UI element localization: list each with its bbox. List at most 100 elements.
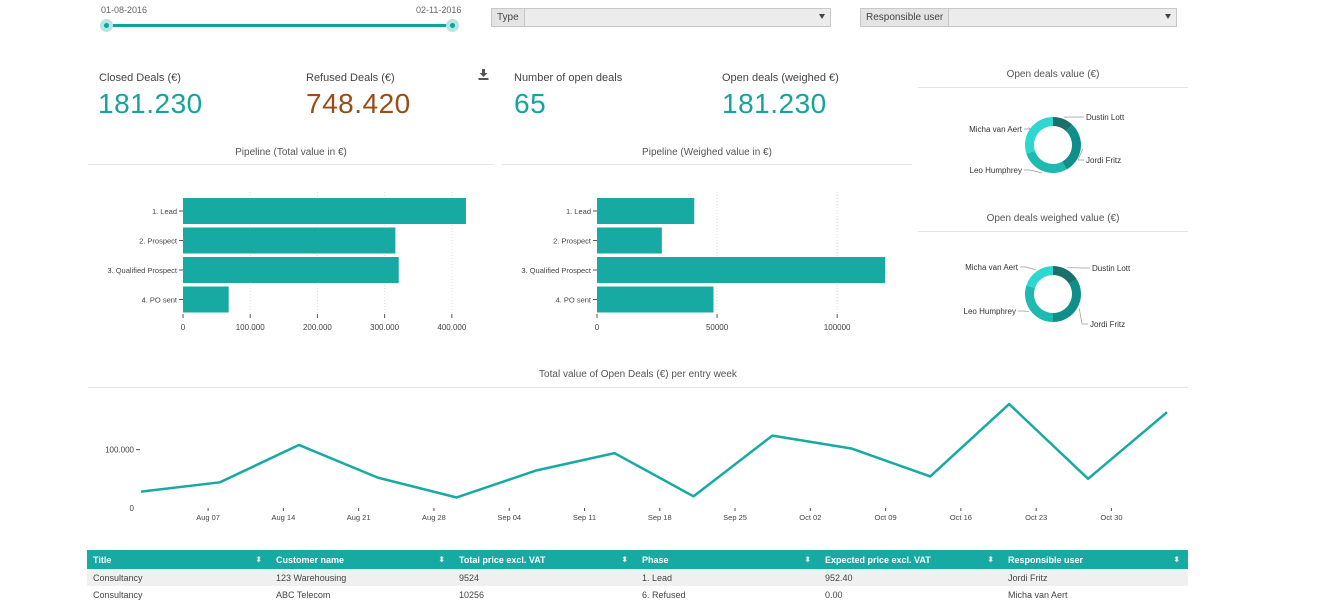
refused-deals-label: Refused Deals (€) <box>306 72 395 84</box>
category-label: 3. Qualified Prospect <box>521 266 592 275</box>
x-tick-label: Oct 30 <box>1100 513 1122 522</box>
weekly-open-deals-chart: 0 100.000 Aug 07 Aug 14 Aug 21 Aug 28 Sep 04 Se… <box>105 402 1168 522</box>
responsible-filter-select[interactable] <box>949 9 1176 26</box>
x-tick-label: 100000 <box>824 323 851 332</box>
divider <box>918 87 1188 88</box>
date-range-track[interactable] <box>106 24 454 27</box>
x-tick-label: Sep 04 <box>497 513 521 522</box>
open-deals-value-donut: Dustin Lott Jordi Fritz Leo Humphrey Micha … <box>969 113 1125 175</box>
label-leader-line <box>1020 266 1036 271</box>
table-header-row: Title ⬍ Customer name ⬍ Total price excl. … <box>87 550 1188 569</box>
date-start-handle[interactable] <box>100 19 113 32</box>
label-leader-line <box>1018 310 1029 312</box>
category-label: 3. Qualified Prospect <box>107 266 178 275</box>
slice-label: Jordi Fritz <box>1086 156 1121 165</box>
table-row[interactable]: Consultancy 123 Warehousing 9524 1. Lead… <box>87 569 1188 586</box>
type-filter-select[interactable] <box>524 9 830 26</box>
x-tick-label: 100.000 <box>236 323 265 332</box>
x-tick-label: Oct 02 <box>799 513 821 522</box>
sort-icon[interactable]: ⬍ <box>987 555 994 564</box>
x-tick-label: 50000 <box>706 323 729 332</box>
open-deals-weighed-value: 181.230 <box>722 88 827 119</box>
bar <box>597 198 695 224</box>
pipeline-total-title: Pipeline (Total value in €) <box>235 147 347 158</box>
donut-slice <box>1025 285 1053 322</box>
column-header-responsible[interactable]: Responsible user ⬍ <box>1008 554 1180 565</box>
responsible-user-filter[interactable]: Responsible user <box>860 8 1177 27</box>
table-cell: 6. Refused <box>642 589 686 600</box>
open-deals-weighed-title: Open deals weighed value (€) <box>986 213 1120 224</box>
bar <box>597 227 662 254</box>
table-cell: ABC Telecom <box>276 589 331 600</box>
pipeline-weighed-chart: 0 50000 100000 1. Lead 2. Prospect 3. Qualifi… <box>521 192 886 332</box>
weekly-open-deals-title: Total value of Open Deals (€) per entry … <box>539 369 737 380</box>
category-label: 2. Prospect <box>553 237 592 246</box>
chevron-down-icon <box>1165 14 1171 19</box>
table-cell: 0.00 <box>825 589 843 600</box>
bar <box>183 257 399 283</box>
pipeline-total-chart: 0 100.000 200.000 300.000 400.000 1. Lead 2. P… <box>107 192 467 332</box>
date-start-label: 01-08-2016 <box>101 5 148 15</box>
bar <box>597 286 714 313</box>
category-label: 1. Lead <box>152 207 177 216</box>
type-filter-label: Type <box>492 9 525 26</box>
open-deals-count-value: 65 <box>514 88 547 119</box>
date-end-handle[interactable] <box>446 19 459 32</box>
closed-deals-label: Closed Deals (€) <box>99 72 181 84</box>
series-line <box>140 402 1168 499</box>
x-tick-label: 200.000 <box>303 323 332 332</box>
table-cell: 123 Warehousing <box>276 572 347 583</box>
x-tick-label: Sep 11 <box>573 513 596 522</box>
category-label: 2. Prospect <box>139 237 178 246</box>
download-icon[interactable] <box>478 69 489 80</box>
table-cell: Consultancy <box>93 589 143 600</box>
donut-slice <box>1053 117 1073 132</box>
sort-icon[interactable]: ⬍ <box>1173 555 1180 564</box>
donut-slice <box>1053 266 1077 284</box>
column-header-expected-price[interactable]: Expected price excl. VAT ⬍ <box>825 554 994 565</box>
y-tick-label: 0 <box>130 504 135 513</box>
responsible-filter-label: Responsible user <box>861 9 950 26</box>
divider <box>88 164 494 165</box>
open-deals-count-label: Number of open deals <box>514 72 623 84</box>
open-deals-weighed-label: Open deals (weighed €) <box>722 72 839 84</box>
table-cell: 952.40 <box>825 572 853 583</box>
donut-slice <box>1026 150 1067 174</box>
table-cell: Consultancy <box>93 572 143 583</box>
sort-icon[interactable]: ⬍ <box>255 555 262 564</box>
refused-deals-value: 748.420 <box>306 88 411 119</box>
sort-icon[interactable]: ⬍ <box>438 555 445 564</box>
slice-label: Micha van Aert <box>969 125 1023 134</box>
label-leader-line <box>1077 148 1084 161</box>
table-cell: Micha van Aert <box>1008 589 1068 600</box>
column-header-total-price[interactable]: Total price excl. VAT ⬍ <box>459 554 628 565</box>
sort-icon[interactable]: ⬍ <box>621 555 628 564</box>
column-header-phase[interactable]: Phase ⬍ <box>642 554 811 565</box>
table-cell: 1. Lead <box>642 572 673 583</box>
label-leader-line <box>1078 308 1088 325</box>
donut-slice <box>1025 117 1053 154</box>
x-tick-label: Sep 18 <box>648 513 672 522</box>
table-row[interactable]: Consultancy ABC Telecom 10256 6. Refused… <box>87 586 1188 603</box>
x-tick-label: Oct 16 <box>950 513 972 522</box>
column-header-title[interactable]: Title ⬍ <box>93 554 262 565</box>
donut-slice <box>1062 124 1081 170</box>
type-filter[interactable]: Type <box>491 8 831 27</box>
open-deals-weighed-donut: Dustin Lott Jordi Fritz Leo Humphrey Micha … <box>964 263 1132 329</box>
slice-label: Jordi Fritz <box>1090 320 1125 329</box>
x-tick-label: Aug 07 <box>196 513 220 522</box>
bar <box>183 198 466 224</box>
divider <box>88 387 1188 388</box>
x-tick-label: Oct 23 <box>1025 513 1047 522</box>
table-cell: Jordi Fritz <box>1008 572 1048 583</box>
label-leader-line <box>1024 169 1043 174</box>
sort-icon[interactable]: ⬍ <box>804 555 811 564</box>
x-tick-label: 300.000 <box>370 323 399 332</box>
x-tick-label: 400.000 <box>437 323 466 332</box>
slice-label: Leo Humphrey <box>970 166 1022 175</box>
column-header-customer[interactable]: Customer name ⬍ <box>276 554 445 565</box>
chevron-down-icon <box>819 14 825 19</box>
x-tick-label: Aug 28 <box>422 513 446 522</box>
x-tick-label: Aug 14 <box>271 513 295 522</box>
category-label: 4. PO sent <box>142 296 178 305</box>
